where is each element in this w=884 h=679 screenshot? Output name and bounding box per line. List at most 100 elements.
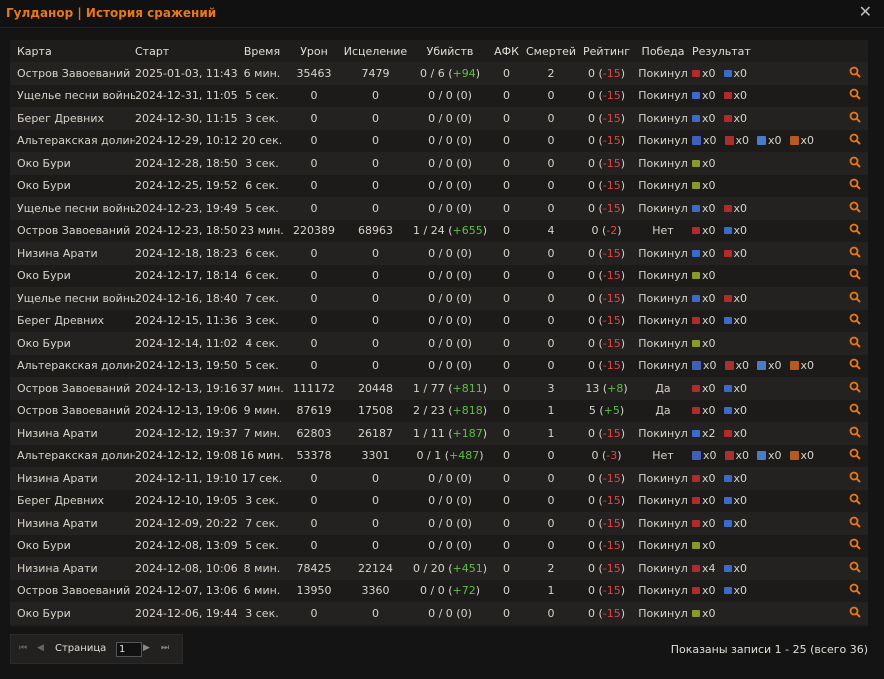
- table-row[interactable]: Остров Завоеваний 2024-12-13, 19:16 37 мин…: [10, 377, 868, 400]
- search-icon[interactable]: [849, 156, 861, 168]
- cell-rating: 0 (-15): [579, 129, 634, 152]
- table-row[interactable]: Остров Завоеваний 2024-12-23, 18:50 23 мин…: [10, 219, 868, 242]
- search-icon[interactable]: [849, 178, 861, 190]
- table-row[interactable]: Ущелье песни войны 2024-12-23, 19:49 5 сек…: [10, 197, 868, 220]
- col-header-deaths[interactable]: Смертей: [523, 40, 579, 62]
- table-row[interactable]: Остров Завоеваний 2025-01-03, 11:43 6 мин.…: [10, 62, 868, 85]
- search-icon[interactable]: [849, 381, 861, 393]
- cell-damage: 0: [287, 287, 341, 310]
- search-icon[interactable]: [849, 516, 861, 528]
- search-icon[interactable]: [849, 448, 861, 460]
- col-header-kills[interactable]: Убийств: [410, 40, 490, 62]
- table-row[interactable]: Низина Арати 2024-12-18, 18:23 6 сек. 0 0 0 /…: [10, 242, 868, 265]
- search-icon[interactable]: [849, 223, 861, 235]
- alliance-tower-icon: [692, 450, 701, 460]
- search-icon[interactable]: [849, 583, 861, 595]
- result-count: x0: [800, 133, 815, 147]
- col-header-damage[interactable]: Урон: [287, 40, 341, 62]
- result-item: x0: [723, 202, 747, 215]
- search-icon[interactable]: [849, 66, 861, 78]
- cell-heal: 17508: [341, 399, 410, 422]
- prev-page-icon[interactable]: ◀: [37, 643, 44, 653]
- rating-delta: +5: [603, 404, 620, 418]
- search-icon[interactable]: [849, 606, 861, 618]
- cell-afk: 0: [490, 129, 523, 152]
- last-page-icon[interactable]: ⏭: [161, 643, 170, 653]
- cell-deaths: 0: [523, 107, 579, 130]
- result-count: x0: [733, 584, 748, 598]
- kills-text: 0 / 0 (0): [428, 201, 472, 215]
- kills-text: 0 / 1 (: [416, 449, 449, 463]
- rating-text: 0 (: [591, 224, 607, 238]
- titlebar: Гулданор | История сражений ✕: [0, 0, 884, 28]
- next-page-icon[interactable]: ▶: [143, 643, 150, 653]
- alliance-flag-icon: [692, 294, 700, 302]
- horde-flag-icon: [692, 587, 700, 595]
- search-icon[interactable]: [849, 538, 861, 550]
- table-row[interactable]: Берег Древних 2024-12-10, 19:05 3 сек. 0 0 0 …: [10, 489, 868, 512]
- table-row[interactable]: Око Бури 2024-12-14, 11:02 4 сек. 0 0 0 / 0 (…: [10, 332, 868, 355]
- table-row[interactable]: Берег Древних 2024-12-15, 11:36 3 сек. 0 0 0 …: [10, 309, 868, 332]
- search-icon[interactable]: [849, 133, 861, 145]
- close-icon[interactable]: ✕: [858, 2, 872, 21]
- search-icon[interactable]: [849, 426, 861, 438]
- table-row[interactable]: Око Бури 2024-12-17, 18:14 6 сек. 0 0 0 / 0 (…: [10, 264, 868, 287]
- battle-history-table-panel: Карта Старт Время Урон Исцеление Убийств…: [10, 40, 868, 627]
- col-header-time[interactable]: Время: [237, 40, 287, 62]
- table-row[interactable]: Низина Арати 2024-12-12, 19:37 7 мин. 62803…: [10, 422, 868, 445]
- table-row[interactable]: Альтеракская долина 2024-12-13, 19:50 5 се…: [10, 354, 868, 377]
- cell-start: 2024-12-31, 11:05: [135, 84, 237, 107]
- table-row[interactable]: Альтеракская долина 2024-12-29, 10:12 20 с…: [10, 129, 868, 152]
- search-icon[interactable]: [849, 493, 861, 505]
- result-count: x0: [735, 133, 750, 147]
- cell-time: 7 мин.: [237, 422, 287, 445]
- cell-details: [842, 467, 868, 490]
- table-row[interactable]: Око Бури 2024-12-06, 19:44 3 сек. 0 0 0 / 0 (…: [10, 602, 868, 625]
- search-icon[interactable]: [849, 358, 861, 370]
- col-header-rating[interactable]: Рейтинг: [579, 40, 634, 62]
- search-icon[interactable]: [849, 111, 861, 123]
- table-row[interactable]: Альтеракская долина 2024-12-12, 19:08 16 м…: [10, 444, 868, 467]
- search-icon[interactable]: [849, 561, 861, 573]
- table-row[interactable]: Остров Завоеваний 2024-12-07, 13:06 6 мин.…: [10, 579, 868, 602]
- col-header-map[interactable]: Карта: [10, 40, 135, 62]
- cell-rating: 0 (-15): [579, 107, 634, 130]
- search-icon[interactable]: [849, 403, 861, 415]
- cell-damage: 220389: [287, 219, 341, 242]
- col-header-result[interactable]: Результат: [692, 40, 842, 62]
- cell-map: Ущелье песни войны: [10, 197, 135, 220]
- cell-win: Покинул: [634, 332, 692, 355]
- search-icon[interactable]: [849, 471, 861, 483]
- cell-afk: 0: [490, 377, 523, 400]
- first-page-icon[interactable]: ⏮: [19, 643, 28, 653]
- col-header-afk[interactable]: АФК: [490, 40, 523, 62]
- table-row[interactable]: Низина Арати 2024-12-08, 10:06 8 мин. 78425…: [10, 557, 868, 580]
- search-icon[interactable]: [849, 291, 861, 303]
- search-icon[interactable]: [849, 336, 861, 348]
- col-header-win[interactable]: Победа: [634, 40, 692, 62]
- rating-tail: ): [620, 291, 626, 305]
- cell-kills: 0 / 0 (0): [410, 309, 490, 332]
- col-header-start[interactable]: Старт: [135, 40, 237, 62]
- table-row[interactable]: Низина Арати 2024-12-09, 20:22 7 сек. 0 0 0 /…: [10, 512, 868, 535]
- result-item: x0: [723, 562, 747, 575]
- search-icon[interactable]: [849, 313, 861, 325]
- col-header-heal[interactable]: Исцеление: [341, 40, 410, 62]
- rating-delta: -15: [602, 314, 621, 328]
- rating-delta: -15: [602, 539, 621, 553]
- table-row[interactable]: Око Бури 2024-12-28, 18:50 3 сек. 0 0 0 / 0 (…: [10, 152, 868, 175]
- page-number-input[interactable]: [116, 642, 142, 657]
- search-icon[interactable]: [849, 88, 861, 100]
- table-row[interactable]: Низина Арати 2024-12-11, 19:10 17 сек. 0 0 0 …: [10, 467, 868, 490]
- cell-details: [842, 197, 868, 220]
- table-row[interactable]: Берег Древних 2024-12-30, 11:15 3 сек. 0 0 0 …: [10, 107, 868, 130]
- table-row[interactable]: Остров Завоеваний 2024-12-13, 19:06 9 мин.…: [10, 399, 868, 422]
- table-row[interactable]: Ущелье песни войны 2024-12-31, 11:05 5 сек…: [10, 84, 868, 107]
- search-icon[interactable]: [849, 246, 861, 258]
- table-row[interactable]: Око Бури 2024-12-25, 19:52 6 сек. 0 0 0 / 0 (…: [10, 174, 868, 197]
- result-count: x0: [733, 89, 748, 103]
- search-icon[interactable]: [849, 268, 861, 280]
- table-row[interactable]: Око Бури 2024-12-08, 13:09 5 сек. 0 0 0 / 0 (…: [10, 534, 868, 557]
- search-icon[interactable]: [849, 201, 861, 213]
- table-row[interactable]: Ущелье песни войны 2024-12-16, 18:40 7 сек…: [10, 287, 868, 310]
